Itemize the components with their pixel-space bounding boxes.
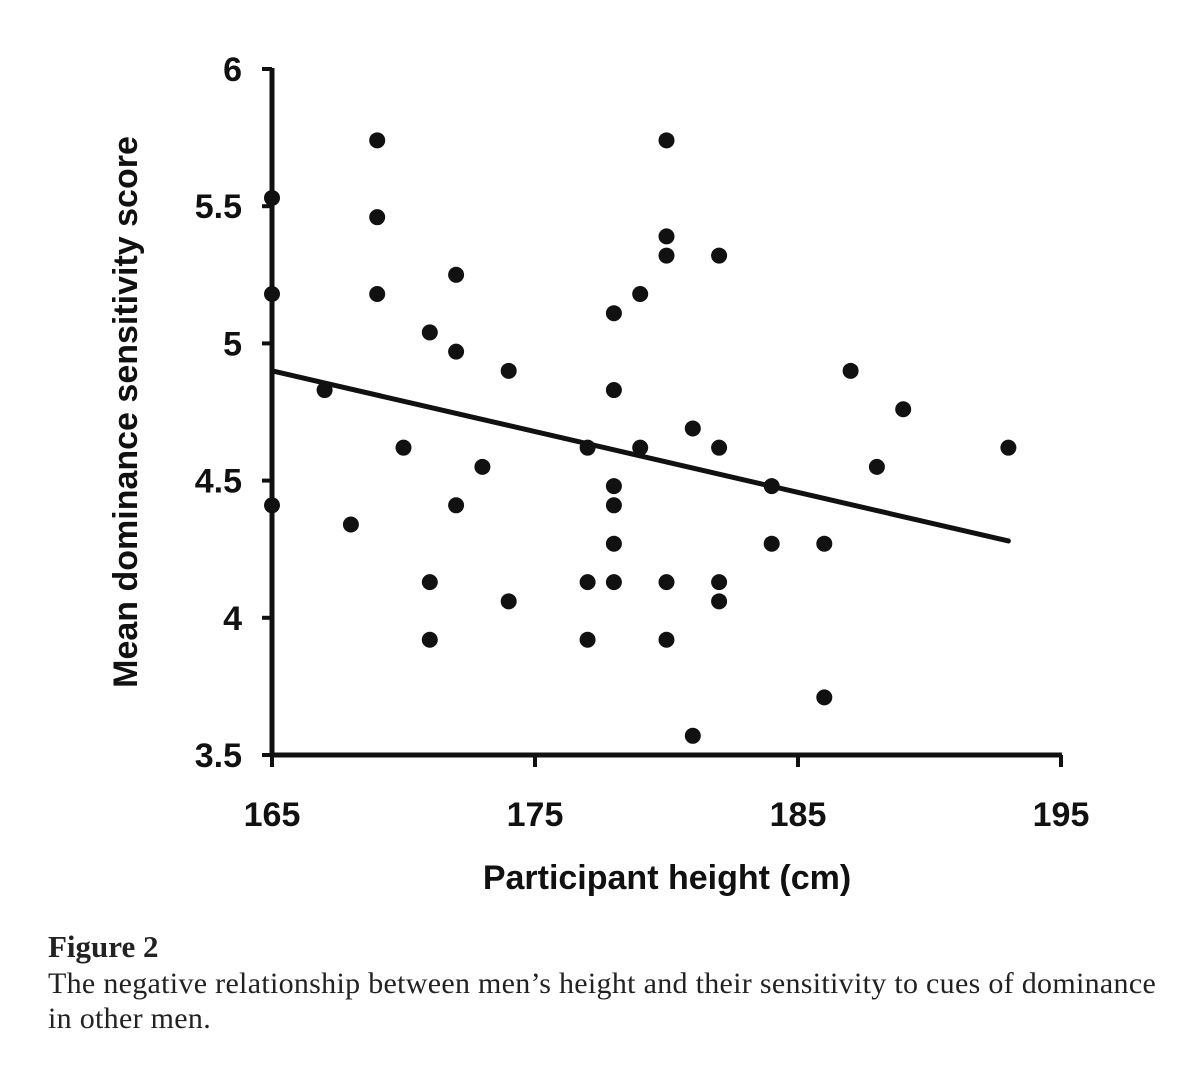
x-ticks: 165 175 185 195 <box>244 755 1090 834</box>
scatter-chart: 3.5 4 4.5 5 5.5 6 165 175 185 195 Participant he… <box>107 51 1090 897</box>
x-tick-label: 185 <box>770 796 827 834</box>
caption-text: The negative relationship between men’s … <box>48 967 1157 1035</box>
data-point <box>448 266 465 283</box>
caption-title: Figure 2 <box>48 929 159 964</box>
data-point <box>658 228 675 245</box>
data-point <box>842 362 859 379</box>
data-point <box>264 497 280 514</box>
data-point <box>264 189 280 206</box>
data-point <box>711 574 728 591</box>
data-point <box>684 420 701 437</box>
data-point <box>421 574 438 591</box>
data-point <box>421 324 438 341</box>
data-point <box>579 631 596 648</box>
data-points <box>264 132 1017 744</box>
data-point <box>658 247 675 264</box>
data-point <box>1000 439 1017 456</box>
data-point <box>264 286 280 303</box>
data-point <box>369 286 386 303</box>
regression-line <box>269 368 1011 544</box>
data-point <box>816 535 833 552</box>
data-point <box>579 574 596 591</box>
x-tick-label: 165 <box>244 796 301 834</box>
data-point <box>605 382 622 399</box>
y-axis-title: Mean dominance sensitivity score <box>107 136 145 688</box>
data-point <box>711 247 728 264</box>
data-point <box>605 535 622 552</box>
data-point <box>369 132 386 149</box>
y-tick-label: 5 <box>223 325 242 363</box>
data-point <box>448 497 465 514</box>
data-point <box>342 516 359 533</box>
y-tick-label: 5.5 <box>195 188 242 226</box>
data-point <box>632 439 649 456</box>
y-tick-label: 6 <box>223 51 242 89</box>
data-point <box>369 209 386 226</box>
axes <box>269 68 1062 758</box>
figure-caption: Figure 2 The negative relationship betwe… <box>48 928 1168 1036</box>
data-point <box>763 478 780 495</box>
data-point <box>763 535 780 552</box>
data-point <box>448 343 465 360</box>
data-point <box>605 305 622 322</box>
data-point <box>868 458 885 475</box>
y-ticks: 3.5 4 4.5 5 5.5 6 <box>195 51 272 775</box>
data-point <box>605 497 622 514</box>
data-point <box>632 286 649 303</box>
data-point <box>684 727 701 744</box>
data-point <box>816 689 833 706</box>
data-point <box>895 401 912 418</box>
data-point <box>421 631 438 648</box>
data-point <box>605 478 622 495</box>
x-axis-title: Participant height (cm) <box>483 859 851 897</box>
data-point <box>711 439 728 456</box>
data-point <box>500 362 517 379</box>
data-point <box>395 439 412 456</box>
data-point <box>316 382 333 399</box>
data-point <box>579 439 596 456</box>
x-tick-label: 175 <box>507 796 564 834</box>
data-point <box>658 631 675 648</box>
y-tick-label: 3.5 <box>195 737 242 775</box>
data-point <box>658 574 675 591</box>
x-tick-label: 195 <box>1033 796 1090 834</box>
data-point <box>474 458 491 475</box>
data-point <box>711 593 728 610</box>
y-tick-label: 4.5 <box>195 463 242 501</box>
data-point <box>605 574 622 591</box>
y-tick-label: 4 <box>223 600 242 638</box>
trendline-group <box>269 368 1011 544</box>
data-point <box>658 132 675 149</box>
data-point <box>500 593 517 610</box>
